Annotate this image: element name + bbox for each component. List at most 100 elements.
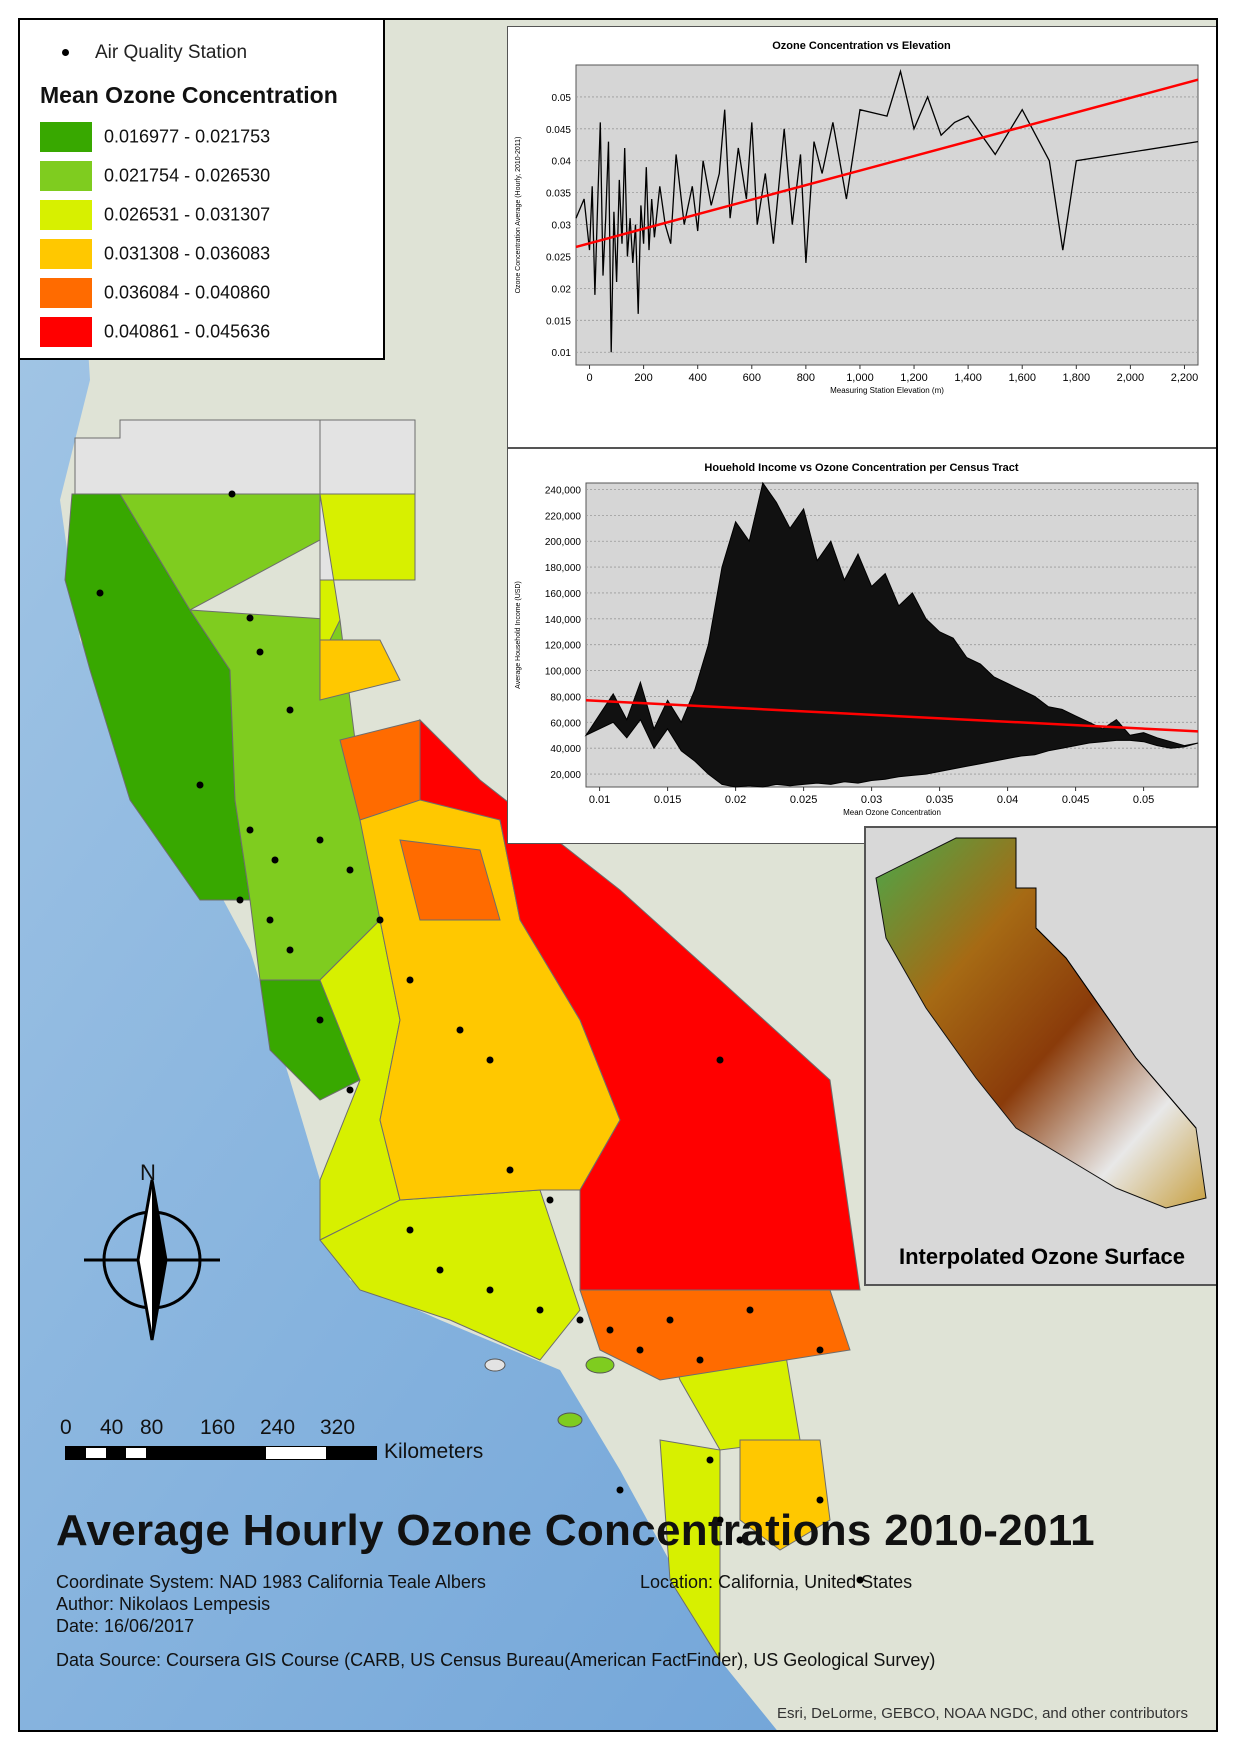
station bbox=[406, 1226, 414, 1234]
y-tick-label: 220,000 bbox=[545, 511, 582, 522]
basemap-credits: Esri, DeLorme, GEBCO, NOAA NGDC, and oth… bbox=[777, 1705, 1188, 1722]
scale-tick-label: 0 bbox=[60, 1416, 72, 1439]
data-source: Data Source: Coursera GIS Course (CARB, … bbox=[56, 1650, 936, 1670]
station bbox=[616, 1486, 624, 1494]
north-arrow bbox=[84, 1179, 220, 1341]
station bbox=[696, 1356, 704, 1364]
x-axis-label: Measuring Station Elevation (m) bbox=[830, 386, 944, 395]
station-dot-icon bbox=[62, 49, 69, 57]
legend-class-4: 0.031308 - 0.036083 bbox=[40, 239, 270, 271]
legend-swatch bbox=[40, 317, 92, 347]
island-2 bbox=[557, 1412, 583, 1428]
station bbox=[266, 916, 274, 924]
station bbox=[746, 1306, 754, 1314]
station bbox=[236, 896, 244, 904]
x-tick-label: 1,400 bbox=[954, 372, 982, 384]
y-tick-label: 0.045 bbox=[546, 125, 571, 136]
y-tick-label: 0.04 bbox=[552, 157, 572, 168]
scale-tick-label: 320 bbox=[320, 1416, 356, 1439]
y-tick-label: 60,000 bbox=[550, 718, 581, 729]
chart-title: Ozone Concentration vs Elevation bbox=[772, 40, 951, 52]
legend-class-1: 0.016977 - 0.021753 bbox=[40, 122, 270, 154]
scale-tick-label: 80 bbox=[140, 1416, 164, 1439]
y-tick-label: 0.035 bbox=[546, 189, 571, 200]
legend-class-label: 0.040861 - 0.045636 bbox=[104, 321, 271, 342]
legend-swatch bbox=[40, 239, 92, 269]
y-tick-label: 20,000 bbox=[550, 770, 581, 781]
island-3 bbox=[484, 1358, 506, 1372]
x-tick-label: 1,800 bbox=[1063, 372, 1091, 384]
x-tick-label: 200 bbox=[634, 372, 652, 384]
y-tick-label: 0.015 bbox=[546, 316, 571, 327]
coordinate-system: Coordinate System: NAD 1983 California T… bbox=[56, 1572, 486, 1592]
station bbox=[666, 1316, 674, 1324]
chart-ozone-vs-elevation: Ozone Concentration vs Elevation 0.01 0.01… bbox=[507, 26, 1216, 448]
location: Location: California, United States bbox=[640, 1572, 913, 1592]
legend: Air Quality Station Mean Ozone Concentra… bbox=[20, 20, 385, 360]
station bbox=[256, 648, 264, 656]
chart-ozone-vs-elevation-svg: Ozone Concentration vs Elevation 0.01 0.01… bbox=[515, 40, 1199, 395]
x-tick-label: 400 bbox=[689, 372, 707, 384]
legend-swatch bbox=[40, 161, 92, 191]
legend-swatch bbox=[40, 278, 92, 308]
station bbox=[346, 866, 354, 874]
station bbox=[716, 1516, 724, 1524]
north-label: N bbox=[140, 1160, 156, 1185]
map-title: Average Hourly Ozone Concentrations 2010… bbox=[56, 1506, 1095, 1555]
station bbox=[271, 856, 279, 864]
x-tick-label: 0.02 bbox=[725, 794, 746, 806]
legend-class-label: 0.031308 - 0.036083 bbox=[104, 243, 271, 264]
interpolated-surface bbox=[875, 837, 1207, 1209]
x-axis-label: Mean Ozone Concentration bbox=[843, 808, 941, 817]
station bbox=[228, 490, 236, 498]
y-tick-label: 0.02 bbox=[552, 284, 572, 295]
x-tick-label: 0.01 bbox=[589, 794, 610, 806]
x-tick-label: 0.05 bbox=[1133, 794, 1154, 806]
x-tick-label: 0.045 bbox=[1062, 794, 1090, 806]
county-class-6-east bbox=[419, 718, 861, 1291]
y-tick-label: 100,000 bbox=[545, 667, 582, 678]
station bbox=[246, 614, 254, 622]
y-tick-label: 120,000 bbox=[545, 641, 582, 652]
county-class-3-san-diego bbox=[659, 1439, 721, 1662]
scale-tick-label: 40 bbox=[100, 1416, 124, 1439]
county-class-3-north bbox=[319, 493, 416, 661]
legend-class-5: 0.036084 - 0.040860 bbox=[40, 278, 270, 310]
author: Author: Nikolaos Lempesis bbox=[56, 1594, 271, 1614]
legend-class-3: 0.026531 - 0.031307 bbox=[40, 200, 270, 232]
station bbox=[346, 1086, 354, 1094]
county-class-2-north bbox=[119, 493, 321, 611]
y-tick-label: 40,000 bbox=[550, 744, 581, 755]
x-tick-label: 2,000 bbox=[1117, 372, 1145, 384]
county-class-2-valley bbox=[189, 609, 381, 981]
x-tick-label: 1,000 bbox=[846, 372, 874, 384]
legend-swatch bbox=[40, 200, 92, 230]
island-1 bbox=[585, 1356, 615, 1374]
legend-class-2: 0.021754 - 0.026530 bbox=[40, 161, 270, 193]
station bbox=[636, 1346, 644, 1354]
station bbox=[856, 1576, 864, 1584]
x-tick-label: 1,200 bbox=[900, 372, 928, 384]
y-axis-label: Ozone Concentration Average (Hourly, 201… bbox=[515, 137, 522, 294]
station bbox=[716, 1056, 724, 1064]
y-tick-label: 0.05 bbox=[552, 93, 572, 104]
x-tick-label: 0 bbox=[586, 372, 592, 384]
legend-title: Mean Ozone Concentration bbox=[40, 82, 338, 108]
date: Date: 16/06/2017 bbox=[56, 1616, 195, 1636]
station bbox=[96, 589, 104, 597]
station bbox=[486, 1056, 494, 1064]
legend-class-label: 0.036084 - 0.040860 bbox=[104, 282, 271, 303]
station bbox=[286, 946, 294, 954]
legend-class-label: 0.016977 - 0.021753 bbox=[104, 126, 271, 147]
y-tick-label: 0.01 bbox=[552, 348, 572, 359]
series-income-envelope bbox=[584, 481, 1199, 788]
y-tick-label: 0.025 bbox=[546, 252, 571, 263]
trend-line bbox=[585, 699, 1199, 733]
chart-income-vs-ozone-svg: Houehold Income vs Ozone Concentration p… bbox=[515, 462, 1199, 817]
legend-swatch bbox=[40, 122, 92, 152]
california-counties bbox=[64, 419, 861, 1662]
station bbox=[316, 1016, 324, 1024]
county-class-3-south-coast bbox=[319, 1189, 581, 1361]
station bbox=[506, 1166, 514, 1174]
station bbox=[286, 706, 294, 714]
